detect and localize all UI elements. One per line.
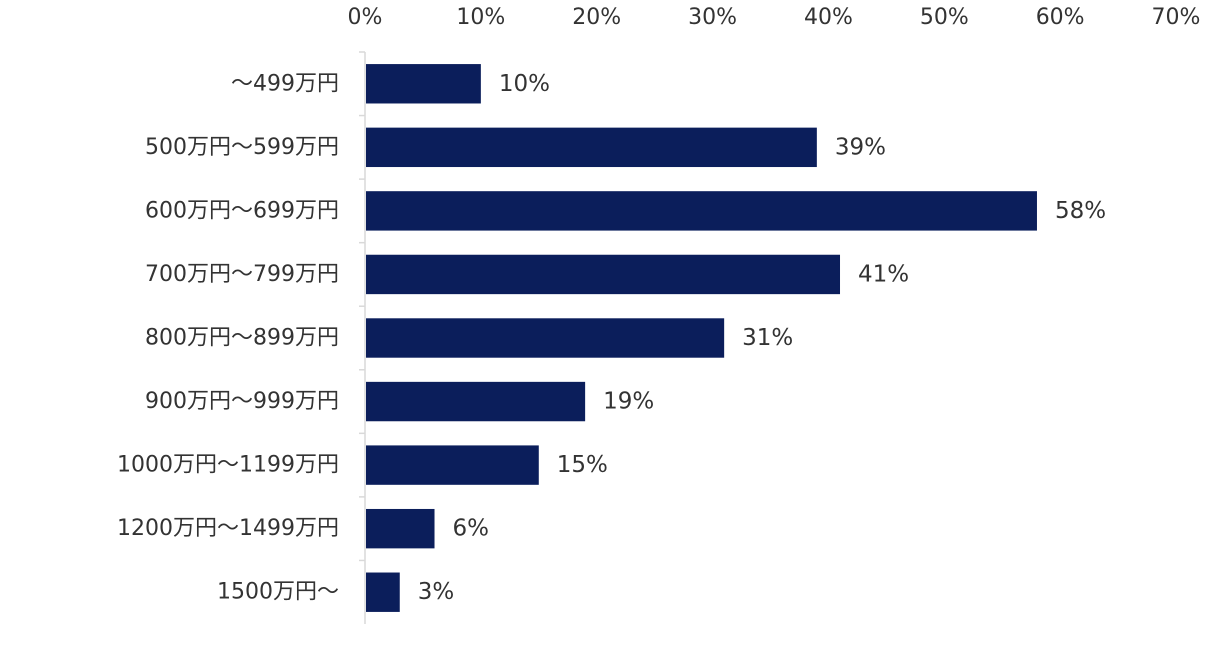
category-label: 1200万円～1499万円 xyxy=(117,516,339,541)
category-label: 500万円～599万円 xyxy=(145,135,339,160)
bar xyxy=(366,572,400,612)
category-label: 900万円～999万円 xyxy=(145,389,339,414)
data-label: 19% xyxy=(603,389,654,415)
data-label: 15% xyxy=(557,452,608,478)
x-tick-label: 40% xyxy=(804,5,853,30)
category-label: 1000万円～1199万円 xyxy=(117,453,339,478)
bars: ～499万円 10% 500万円～599万円 39% 600万円～699万円 58% 700… xyxy=(117,51,1106,612)
category-label: 700万円～799万円 xyxy=(145,262,339,287)
category-label: ～499万円 xyxy=(231,71,339,96)
x-tick-label: 20% xyxy=(572,5,621,30)
x-axis-ticks: 0% 10% 20% 30% 40% 50% 60% 70% xyxy=(348,5,1201,30)
data-label: 41% xyxy=(858,261,909,287)
x-tick-label: 50% xyxy=(920,5,969,30)
category-label: 600万円～699万円 xyxy=(145,198,339,223)
data-label: 6% xyxy=(453,516,490,542)
bar xyxy=(366,127,817,168)
category-label: 1500万円～ xyxy=(217,580,339,605)
bar xyxy=(366,191,1037,231)
x-tick-label: 30% xyxy=(688,5,737,30)
data-label: 10% xyxy=(499,71,550,97)
bar xyxy=(366,64,481,104)
bar xyxy=(366,381,586,422)
x-tick-label: 70% xyxy=(1152,5,1201,30)
x-tick-label: 10% xyxy=(456,5,505,30)
x-tick-label: 0% xyxy=(348,5,383,30)
data-label: 58% xyxy=(1055,198,1106,224)
data-label: 31% xyxy=(742,325,793,351)
bar xyxy=(366,508,435,549)
bar xyxy=(366,318,725,358)
category-label: 800万円～899万円 xyxy=(145,326,339,351)
bar xyxy=(366,254,841,295)
data-label: 3% xyxy=(418,579,455,605)
bar xyxy=(366,445,539,485)
data-label: 39% xyxy=(835,134,886,160)
x-tick-label: 60% xyxy=(1036,5,1085,30)
